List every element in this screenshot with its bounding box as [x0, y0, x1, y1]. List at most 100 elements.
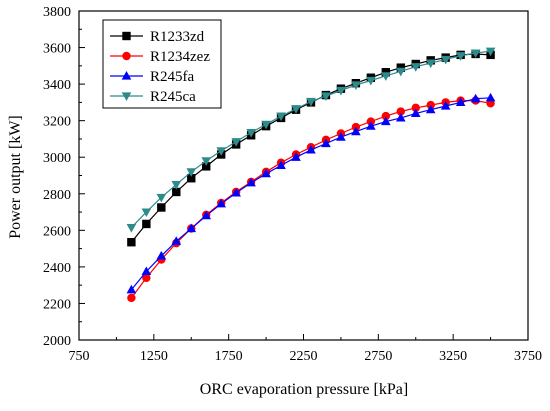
axes: 750 1250 1750 2250 2750 3250 3750 2000 2200 2400 2…: [43, 5, 542, 364]
data-point: [127, 238, 136, 247]
data-point: [425, 104, 436, 114]
data-point: [141, 208, 152, 218]
data-point: [186, 168, 197, 177]
data-point: [201, 157, 212, 166]
data-point: [231, 138, 241, 147]
data-point: [455, 97, 466, 106]
data-point: [231, 187, 241, 197]
data-point: [411, 103, 420, 113]
data-point: [485, 47, 496, 57]
data-point: [216, 147, 226, 156]
legend-marker: [122, 51, 131, 61]
data-point: [291, 152, 301, 161]
legend-label: R245fa: [150, 69, 195, 85]
data-point: [261, 120, 271, 130]
data-point: [276, 112, 286, 122]
data-point: [261, 168, 271, 178]
data-point: [156, 193, 167, 203]
data-point: [410, 63, 421, 72]
data-point: [127, 293, 136, 303]
legend-item: R1233zd: [110, 29, 205, 45]
x-tick-label: 3750: [514, 349, 542, 364]
y-tick-label: 2000: [43, 334, 71, 349]
legend-item: R245fa: [110, 69, 195, 85]
data-point: [157, 203, 166, 212]
data-point: [381, 111, 391, 121]
data-point: [187, 174, 196, 183]
y-tick-label: 3000: [43, 151, 71, 166]
legend-item: R245ca: [110, 89, 196, 105]
data-point: [425, 59, 436, 69]
y-tick-label: 3800: [43, 5, 71, 20]
data-point: [381, 68, 391, 77]
y-tick-label: 2200: [43, 297, 71, 312]
y-axis-title: Power output [kW]: [7, 115, 24, 239]
data-point: [276, 160, 286, 170]
x-axis-title: ORC evaporation pressure [kPa]: [200, 381, 408, 398]
x-tick-label: 3250: [439, 349, 467, 364]
data-point: [142, 273, 151, 283]
legend-marker: [121, 71, 132, 80]
data-point: [381, 72, 391, 81]
data-point: [291, 105, 301, 114]
data-point: [440, 101, 451, 110]
data-point: [455, 52, 466, 61]
data-point: [126, 284, 137, 294]
x-tick-label: 1250: [140, 349, 168, 364]
data-point: [172, 187, 181, 197]
data-point: [141, 266, 152, 276]
data-point: [246, 177, 256, 187]
series-r245fa: [126, 92, 496, 294]
series-group: [126, 47, 496, 303]
series-r1234zez: [127, 96, 495, 303]
data-point: [395, 112, 406, 122]
data-point: [396, 63, 405, 72]
series-line: [130, 97, 491, 291]
legend-label: R245ca: [150, 89, 196, 105]
data-point: [171, 181, 182, 190]
data-point: [351, 81, 361, 91]
data-point: [171, 236, 182, 245]
data-point: [156, 250, 167, 260]
data-point: [321, 138, 331, 148]
legend-marker: [121, 92, 132, 101]
data-point: [395, 67, 406, 77]
data-point: [306, 97, 316, 107]
x-tick-label: 2250: [290, 349, 318, 364]
legend-label: R1234zez: [150, 49, 210, 65]
series-r245ca: [126, 47, 496, 233]
data-point: [201, 210, 212, 220]
data-point: [216, 198, 226, 208]
data-point: [336, 86, 346, 96]
data-point: [366, 76, 376, 86]
data-point: [306, 144, 316, 154]
data-point: [246, 128, 256, 138]
legend-marker: [122, 31, 131, 41]
data-point: [321, 92, 331, 101]
data-point: [366, 121, 376, 130]
legend: R1233zd R1234zez R245fa R245ca: [102, 19, 222, 109]
x-tick-label: 750: [69, 349, 90, 364]
data-point: [396, 107, 405, 116]
data-point: [186, 223, 197, 233]
legend-label: R1233zd: [150, 29, 205, 45]
data-point: [470, 93, 481, 103]
data-point: [336, 132, 346, 141]
series-line: [130, 99, 491, 299]
y-tick-label: 2600: [43, 224, 71, 239]
y-tick-label: 2800: [43, 188, 71, 203]
data-point: [470, 49, 481, 59]
x-tick-label: 1750: [215, 349, 243, 364]
x-tick-label: 2750: [364, 349, 392, 364]
y-tick-label: 3600: [43, 42, 71, 57]
data-point: [410, 108, 421, 117]
data-point: [381, 116, 391, 126]
data-point: [440, 55, 451, 65]
y-tick-label: 3200: [43, 115, 71, 130]
data-point: [202, 162, 211, 171]
y-tick-label: 3400: [43, 78, 71, 93]
data-point: [142, 219, 151, 229]
data-point: [126, 223, 137, 233]
